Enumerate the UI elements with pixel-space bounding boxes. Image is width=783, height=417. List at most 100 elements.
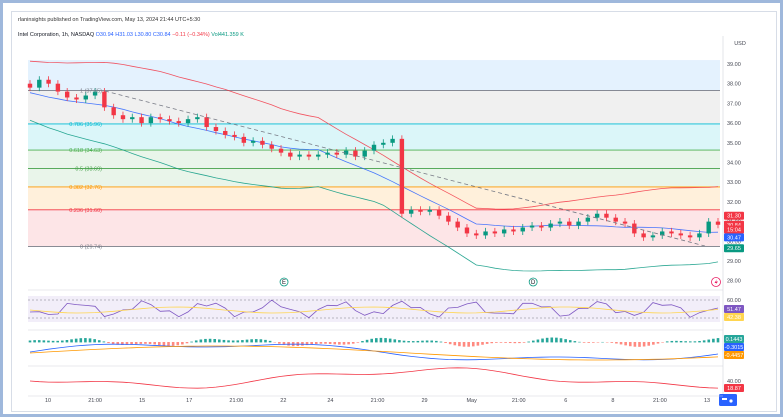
macd-histogram-bar bbox=[656, 342, 660, 344]
macd-histogram-bar bbox=[541, 338, 544, 343]
macd-histogram-bar bbox=[148, 342, 152, 345]
candle-body bbox=[455, 221, 460, 228]
candle-body bbox=[27, 83, 33, 88]
candle-body bbox=[139, 117, 144, 124]
fib-label: 0 (29.74) bbox=[80, 244, 102, 250]
price-tick: 35.00 bbox=[727, 141, 741, 147]
rsi-tick: 60.00 bbox=[727, 298, 741, 304]
macd-histogram-bar bbox=[93, 339, 96, 343]
macd-histogram-bar bbox=[628, 342, 632, 347]
candle-body bbox=[697, 233, 702, 238]
time-tick: 21:00 bbox=[371, 398, 385, 404]
candle-body bbox=[102, 91, 107, 108]
time-tick: 6 bbox=[564, 398, 567, 404]
symbol-name[interactable]: Intel Corporation, 1h, NASDAQ bbox=[18, 32, 95, 38]
candle-body bbox=[678, 233, 684, 236]
macd-histogram-bar bbox=[693, 341, 697, 343]
macd-histogram-bar bbox=[407, 341, 410, 343]
candle-body bbox=[576, 221, 581, 226]
rsi-ma-line bbox=[29, 306, 719, 314]
price-badge bbox=[724, 244, 744, 253]
macd-histogram-bar bbox=[111, 342, 115, 345]
macd-histogram-bar bbox=[624, 342, 627, 346]
macd-histogram-bar bbox=[37, 340, 41, 343]
fib-label: 0.786 (35.96) bbox=[69, 122, 102, 128]
price-badge-text: 31.30 bbox=[727, 214, 741, 220]
fib-label: 0.382 (32.76) bbox=[69, 185, 102, 191]
adx-line bbox=[29, 367, 719, 389]
macd-histogram-bar bbox=[347, 342, 350, 345]
macd-histogram-bar bbox=[444, 342, 447, 344]
macd-histogram-bar bbox=[379, 337, 383, 343]
time-tick: 21:00 bbox=[512, 398, 526, 404]
macd-histogram-bar bbox=[476, 342, 480, 346]
macd-histogram-bar bbox=[568, 340, 572, 343]
candle-body bbox=[567, 221, 572, 226]
candle-body bbox=[306, 154, 312, 157]
macd-histogram-bar bbox=[282, 342, 286, 345]
fibonacci-bands bbox=[28, 60, 720, 247]
time-tick: 22 bbox=[280, 398, 286, 404]
macd-histogram-bar bbox=[208, 338, 212, 343]
macd-histogram-bar bbox=[421, 340, 424, 343]
close-value: C30.84 bbox=[152, 32, 171, 38]
fib-label: 0.5 (33.69) bbox=[75, 167, 102, 173]
macd-histogram-bar bbox=[185, 342, 189, 344]
fib-label: 1 (37.65) bbox=[80, 89, 102, 95]
logo-mark bbox=[722, 398, 727, 400]
candle-body bbox=[390, 138, 395, 143]
macd-histogram-bar bbox=[231, 340, 235, 343]
macd-histogram-bar bbox=[314, 342, 318, 344]
candle-body bbox=[250, 140, 256, 143]
event-marker bbox=[528, 277, 538, 287]
candle-body bbox=[650, 235, 656, 238]
candle-body bbox=[371, 144, 377, 151]
macd-histogram-bar bbox=[79, 338, 83, 343]
macd-histogram-bar bbox=[324, 342, 327, 344]
macd-histogram-bar bbox=[430, 340, 434, 343]
price-tick: 33.00 bbox=[727, 180, 741, 186]
macd-histogram-bar bbox=[536, 339, 540, 343]
macd-histogram-bar bbox=[462, 342, 466, 347]
macd-histogram-bar bbox=[513, 342, 517, 344]
fib-band bbox=[28, 209, 720, 247]
fibonacci-lines bbox=[28, 90, 720, 247]
time-axis: 10 21:00 15 17 21:00 22 24 21:00 29 May 21:00 6 8 21:… bbox=[45, 398, 710, 404]
symbol-legend[interactable]: Intel Corporation, 1h, NASDAQ O30.94 H31… bbox=[18, 32, 244, 38]
candle-body bbox=[632, 223, 637, 234]
rsi-badge bbox=[724, 305, 744, 313]
macd-histogram-bar bbox=[448, 342, 452, 345]
macd-histogram-bar bbox=[365, 339, 369, 343]
macd-histogram-bar bbox=[712, 338, 715, 343]
price-badge-text: 15:04 bbox=[727, 227, 741, 233]
rsi-badge-text: 42.38 bbox=[727, 315, 741, 321]
candle-body bbox=[418, 209, 423, 212]
macd-histogram-bar bbox=[342, 342, 346, 345]
macd-histogram-bar bbox=[259, 339, 263, 343]
macd-histogram-bar bbox=[458, 342, 461, 347]
candle-body bbox=[278, 148, 284, 153]
macd-histogram-bar bbox=[555, 337, 558, 343]
change-value: −0.11 (−0.34%) bbox=[172, 32, 210, 38]
macd-histogram-bar bbox=[102, 341, 106, 343]
macd-histogram-bar bbox=[518, 342, 521, 344]
time-tick: 8 bbox=[611, 398, 614, 404]
macd-histogram-bar bbox=[250, 339, 253, 343]
macd-histogram-bar bbox=[305, 342, 309, 346]
time-tick: May bbox=[466, 398, 477, 404]
macd-histogram-bar bbox=[116, 342, 120, 345]
macd-histogram-bar bbox=[582, 342, 586, 343]
macd-histogram-bar bbox=[70, 339, 73, 343]
macd-histogram-bar bbox=[194, 340, 198, 343]
candle-body bbox=[334, 152, 340, 155]
price-tick: 36.00 bbox=[727, 121, 741, 127]
macd-histogram-bar bbox=[670, 340, 674, 343]
macd-histogram-bar bbox=[301, 342, 304, 346]
candle-body bbox=[641, 233, 646, 238]
candle-body bbox=[613, 217, 618, 222]
macd-histogram-bar bbox=[28, 340, 32, 343]
macd-histogram-bar bbox=[647, 342, 651, 346]
tradingview-logo bbox=[719, 394, 737, 406]
